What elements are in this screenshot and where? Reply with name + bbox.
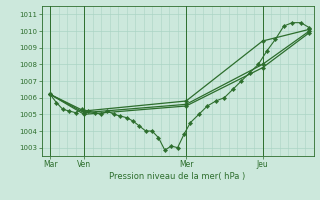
X-axis label: Pression niveau de la mer( hPa ): Pression niveau de la mer( hPa ) xyxy=(109,172,246,181)
